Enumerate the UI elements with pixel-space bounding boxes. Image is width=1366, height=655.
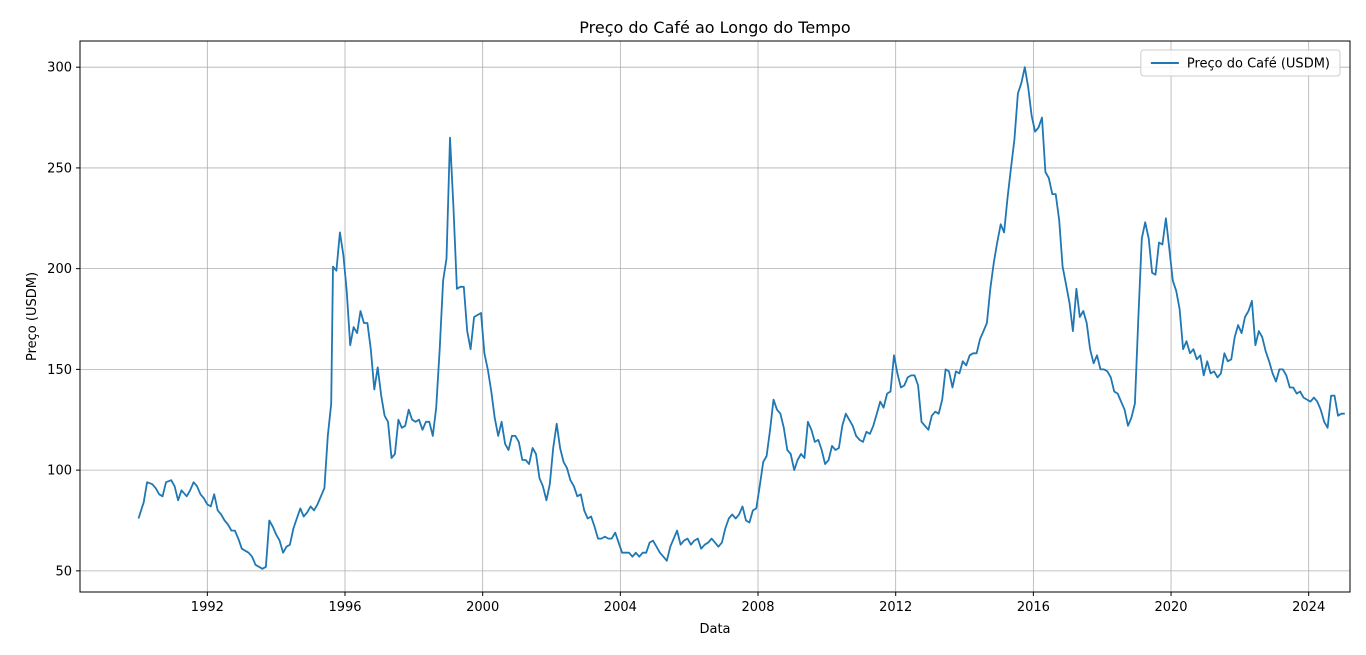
chart-title: Preço do Café ao Longo do Tempo xyxy=(579,18,850,37)
y-axis-label: Preço (USDM) xyxy=(25,272,40,361)
y-tick-label: 150 xyxy=(47,363,72,378)
x-tick-label: 1992 xyxy=(191,600,224,615)
x-tick-label: 2024 xyxy=(1292,600,1325,615)
y-tick-label: 300 xyxy=(47,61,72,76)
x-tick-label: 2016 xyxy=(1017,600,1050,615)
y-tick-label: 250 xyxy=(47,161,72,176)
legend: Preço do Café (USDM) xyxy=(1140,49,1341,77)
x-tick-label: 2004 xyxy=(604,600,637,615)
x-axis-label: Data xyxy=(699,622,730,637)
axis-ticks: 1992 1996 2000 2004 2008 2012 2016 2020 2024 50 10… xyxy=(47,61,1325,615)
legend-box xyxy=(1140,49,1341,77)
series-line xyxy=(137,66,1345,570)
x-tick-label: 2020 xyxy=(1154,600,1187,615)
legend-entry: Preço do Café (USDM) xyxy=(1187,57,1330,72)
y-tick-label: 50 xyxy=(55,564,72,579)
grid-lines xyxy=(80,41,1350,592)
x-tick-label: 2012 xyxy=(879,600,912,615)
x-tick-label: 1996 xyxy=(328,600,361,615)
x-tick-label: 2008 xyxy=(741,600,774,615)
series-layer xyxy=(137,66,1345,570)
x-tick-label: 2000 xyxy=(466,600,499,615)
plot-frame xyxy=(79,40,1351,593)
y-tick-label: 100 xyxy=(47,464,72,479)
y-tick-label: 200 xyxy=(47,262,72,277)
